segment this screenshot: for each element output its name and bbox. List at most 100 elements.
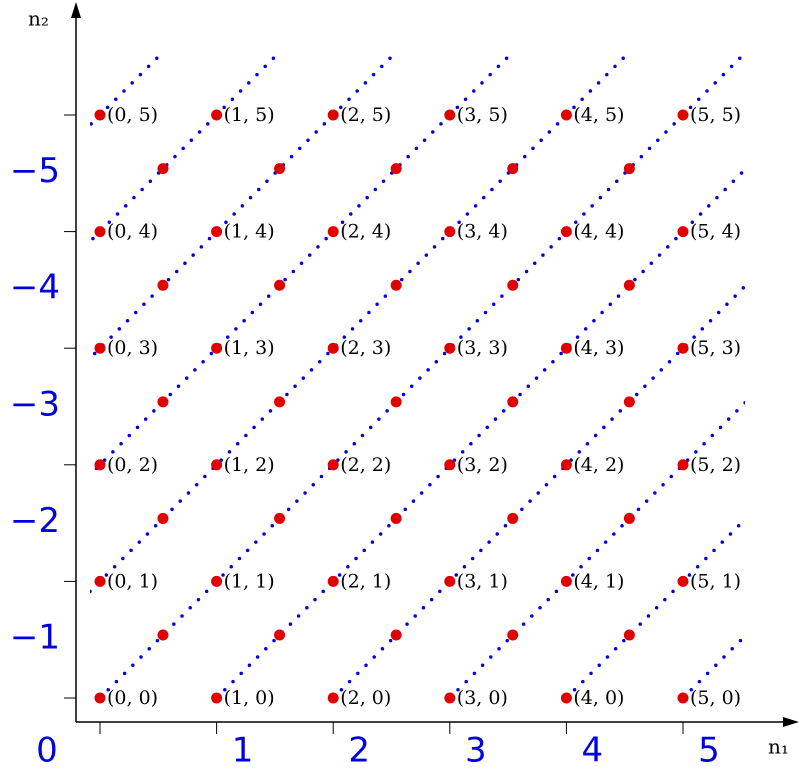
midpoint-dot bbox=[623, 163, 635, 175]
point-label: (4, 1) bbox=[573, 570, 624, 592]
point-label: (4, 2) bbox=[573, 454, 624, 476]
midpoint-dot bbox=[507, 163, 519, 175]
point-label: (1, 4) bbox=[224, 221, 275, 243]
lattice-dot bbox=[677, 109, 689, 121]
point-label: (1, 5) bbox=[224, 104, 275, 126]
midpoint-dot bbox=[623, 512, 635, 524]
point-label: (0, 5) bbox=[107, 104, 158, 126]
lattice-dot bbox=[444, 226, 456, 238]
point-label: (0, 0) bbox=[107, 687, 158, 709]
point-label: (4, 5) bbox=[573, 104, 624, 126]
midpoint-dot bbox=[274, 279, 286, 291]
lattice-dot bbox=[94, 692, 106, 704]
midpoint-dot bbox=[623, 629, 635, 641]
midpoint-dot bbox=[274, 512, 286, 524]
vertical-arrow bbox=[71, 2, 81, 18]
point-label: (0, 1) bbox=[107, 570, 158, 592]
lattice-dot bbox=[211, 226, 223, 238]
point-label: (3, 3) bbox=[457, 337, 508, 359]
lattice-dot bbox=[444, 459, 456, 471]
midpoint-dot bbox=[390, 163, 402, 175]
midpoint-dot bbox=[623, 396, 635, 408]
lattice-dot bbox=[94, 109, 106, 121]
point-label: (2, 0) bbox=[340, 687, 391, 709]
point-label: (3, 4) bbox=[457, 221, 508, 243]
midpoint-dot bbox=[274, 629, 286, 641]
lattice-dot bbox=[211, 109, 223, 121]
lattice-dot bbox=[211, 692, 223, 704]
point-label: (5, 2) bbox=[690, 454, 741, 476]
midpoint-dot bbox=[157, 163, 169, 175]
point-label: (2, 2) bbox=[340, 454, 391, 476]
lattice-dot bbox=[677, 692, 689, 704]
y-label: −5 bbox=[10, 151, 60, 191]
midpoint-dot bbox=[157, 512, 169, 524]
lattice-dot bbox=[211, 459, 223, 471]
point-label: (1, 0) bbox=[224, 687, 275, 709]
lattice-dot bbox=[444, 109, 456, 121]
point-label: (4, 3) bbox=[573, 337, 624, 359]
midpoint-dot bbox=[274, 396, 286, 408]
point-label: (0, 4) bbox=[107, 221, 158, 243]
lattice-dot bbox=[211, 342, 223, 354]
midpoint-dot bbox=[507, 512, 519, 524]
point-label: (2, 4) bbox=[340, 221, 391, 243]
vertical-axis-label: n₂ bbox=[28, 7, 49, 31]
point-label: (5, 0) bbox=[690, 687, 741, 709]
lattice-dot bbox=[560, 575, 572, 587]
point-label: (1, 3) bbox=[224, 337, 275, 359]
point-label: (3, 2) bbox=[457, 454, 508, 476]
x-label: 1 bbox=[232, 731, 254, 771]
lattice-dot bbox=[327, 575, 339, 587]
lattice-dot bbox=[560, 226, 572, 238]
midpoint-dot bbox=[157, 279, 169, 291]
point-label: (5, 5) bbox=[690, 104, 741, 126]
lattice-dot bbox=[94, 575, 106, 587]
horizontal-arrow bbox=[783, 717, 799, 727]
point-label: (3, 0) bbox=[457, 687, 508, 709]
midpoint-dot bbox=[507, 629, 519, 641]
midpoint-dot bbox=[507, 279, 519, 291]
lattice-dot bbox=[677, 459, 689, 471]
lattice-dot bbox=[94, 342, 106, 354]
lattice-dot bbox=[327, 109, 339, 121]
y-label: −4 bbox=[10, 268, 60, 308]
lattice-dot bbox=[94, 459, 106, 471]
horizontal-axis-label: n₁ bbox=[768, 735, 789, 759]
lattice-dot bbox=[327, 459, 339, 471]
lattice-dot bbox=[677, 342, 689, 354]
midpoint-dot bbox=[390, 279, 402, 291]
lattice-dot bbox=[327, 226, 339, 238]
point-label: (2, 1) bbox=[340, 570, 391, 592]
lattice-dot bbox=[327, 692, 339, 704]
lattice-dot bbox=[444, 575, 456, 587]
midpoint-dot bbox=[390, 629, 402, 641]
point-label: (1, 2) bbox=[224, 454, 275, 476]
lattice-dot bbox=[560, 459, 572, 471]
lattice-dot bbox=[560, 342, 572, 354]
point-label: (4, 4) bbox=[573, 221, 624, 243]
point-label: (5, 3) bbox=[690, 337, 741, 359]
lattice-dot bbox=[560, 109, 572, 121]
lattice-dot bbox=[444, 342, 456, 354]
point-label: (0, 2) bbox=[107, 454, 158, 476]
midpoint-dot bbox=[390, 512, 402, 524]
midpoint-dot bbox=[507, 396, 519, 408]
lattice-dot bbox=[677, 226, 689, 238]
x-label: 2 bbox=[348, 731, 370, 771]
midpoint-dot bbox=[623, 279, 635, 291]
point-label: (5, 1) bbox=[690, 570, 741, 592]
x-label: 0 bbox=[36, 731, 58, 771]
x-label: 3 bbox=[465, 731, 487, 771]
point-label: (5, 4) bbox=[690, 221, 741, 243]
point-label: (3, 1) bbox=[457, 570, 508, 592]
lattice-dot bbox=[444, 692, 456, 704]
point-label: (2, 5) bbox=[340, 104, 391, 126]
midpoint-dot bbox=[157, 629, 169, 641]
lattice-dot bbox=[94, 226, 106, 238]
point-label: (2, 3) bbox=[340, 337, 391, 359]
lattice-dot bbox=[211, 575, 223, 587]
midpoint-dot bbox=[274, 163, 286, 175]
point-label: (4, 0) bbox=[573, 687, 624, 709]
